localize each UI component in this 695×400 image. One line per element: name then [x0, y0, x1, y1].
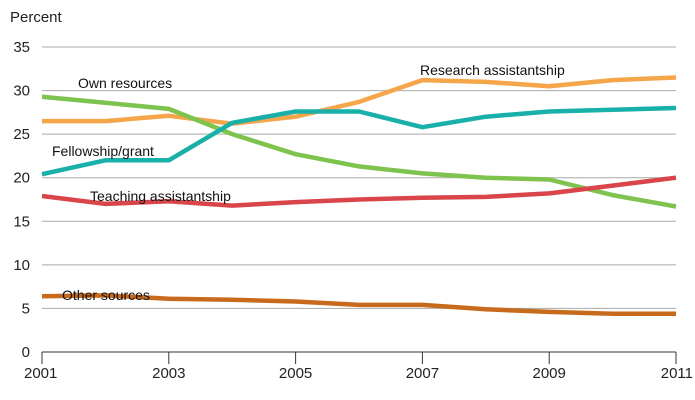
y-tick-label: 10 — [13, 257, 30, 274]
y-tick-label: 0 — [22, 344, 30, 361]
series-line-fellowship-grant — [41, 105, 677, 177]
series-label: Other sources — [62, 287, 150, 303]
x-tick-label: 2003 — [152, 365, 185, 382]
series-label: Fellowship/grant — [52, 143, 154, 159]
series-label: Own resources — [78, 75, 172, 91]
series-lines — [41, 75, 677, 316]
series-label: Research assistantship — [420, 62, 565, 78]
y-tick-label: 5 — [22, 300, 30, 317]
series-line-teaching-assistantship — [41, 175, 677, 208]
y-axis-label: Percent — [10, 9, 63, 26]
x-tick-label: 2005 — [279, 365, 312, 382]
series-line-other-sources — [41, 293, 676, 316]
y-tick-label: 30 — [13, 83, 30, 100]
series-line-own-resources — [41, 94, 677, 209]
y-tick-label: 20 — [13, 170, 30, 187]
gridlines — [42, 46, 676, 309]
series-labels: Research assistantship Own resources Fello… — [52, 62, 565, 303]
x-tick-label: 2009 — [533, 365, 566, 382]
x-tick-label: 2011 — [661, 365, 693, 382]
x-tick-label: 2001 — [24, 365, 57, 382]
axes: 0 5 10 15 20 25 30 35 2001 2003 2005 2007 2009 2011 — [13, 39, 693, 382]
y-tick-label: 25 — [13, 126, 30, 143]
y-tick-label: 35 — [13, 39, 30, 56]
x-tick-label: 2007 — [406, 365, 439, 382]
series-label: Teaching assistantship — [90, 188, 231, 204]
series-line-research-assistantship — [42, 75, 677, 126]
y-tick-label: 15 — [13, 213, 30, 230]
